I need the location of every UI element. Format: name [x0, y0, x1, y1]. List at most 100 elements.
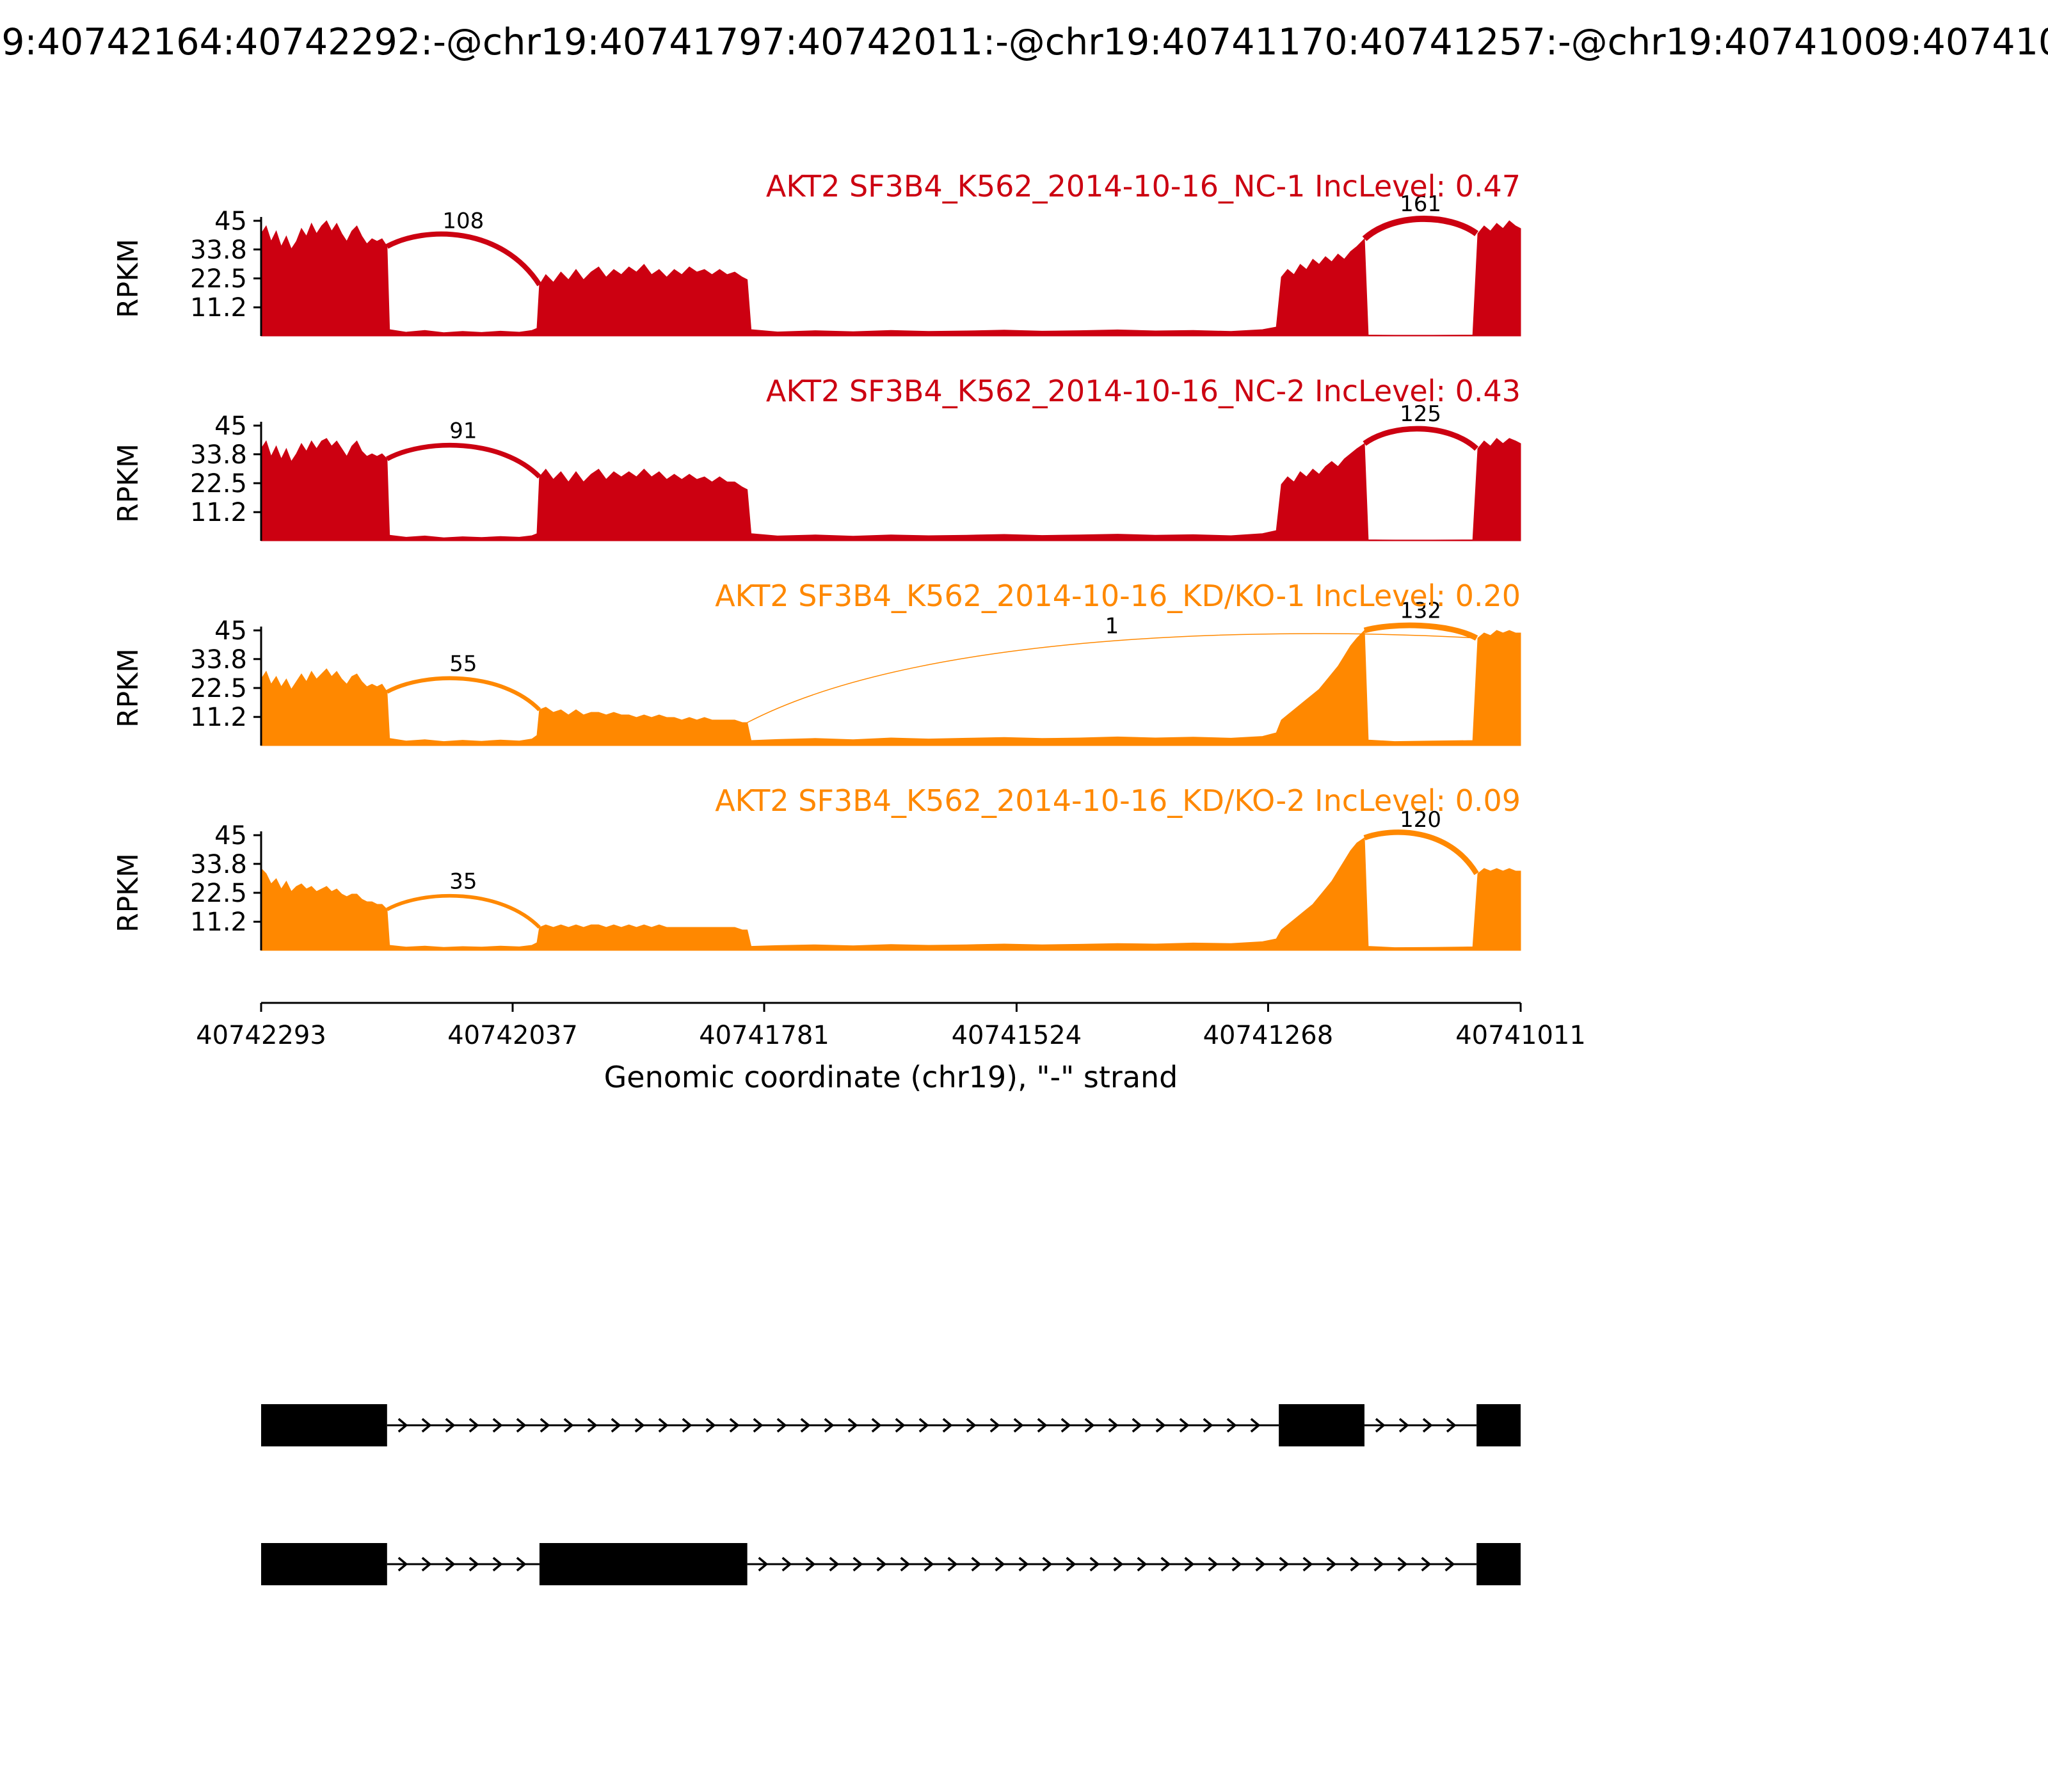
intron-arrow: [492, 1556, 503, 1572]
exon-box: [261, 1543, 387, 1585]
intron-arrow: [1398, 1418, 1409, 1433]
junction-arc: [386, 893, 541, 929]
intron-arrow: [397, 1556, 408, 1572]
intron-arrow: [705, 1418, 716, 1433]
intron-arrow: [1350, 1556, 1361, 1572]
intron-arrow: [1226, 1418, 1237, 1433]
junction-arc: [386, 676, 541, 712]
intron-arrow: [995, 1556, 1005, 1572]
x-tick-label: 40741268: [1203, 1021, 1334, 1050]
coverage-area: [260, 629, 1521, 746]
intron-arrow: [1444, 1556, 1455, 1572]
intron-arrow: [421, 1556, 432, 1572]
y-tick-label: 11.2: [190, 908, 247, 937]
event-coordinates-title: r19:40742164:40742292:-@chr19:40741797:4…: [0, 21, 2048, 63]
track-title: AKT2 SF3B4_K562_2014-10-16_NC-2 IncLevel…: [766, 374, 1521, 408]
intron-arrow: [852, 1556, 863, 1572]
intron-arrow: [1018, 1556, 1029, 1572]
y-tick-label: 45: [214, 207, 247, 236]
exon-box: [261, 1404, 387, 1446]
x-axis: 40742293 40742037 40741781 40741524 40741268…: [196, 1002, 1586, 1094]
intron-arrow: [1250, 1418, 1261, 1433]
junction-count-label: 91: [449, 419, 477, 444]
intron-arrow: [1397, 1556, 1408, 1572]
intron-arrow: [1302, 1556, 1313, 1572]
track-title: AKT2 SF3B4_K562_2014-10-16_NC-1 IncLevel…: [766, 169, 1521, 204]
intron-arrow: [900, 1556, 911, 1572]
x-tick-label: 40741011: [1455, 1021, 1586, 1050]
junction-count-label: 108: [442, 209, 484, 234]
intron-arrow: [516, 1556, 527, 1572]
junction-arc: [1363, 622, 1478, 641]
intron-arrow: [468, 1418, 479, 1433]
intron-arrow: [1084, 1418, 1095, 1433]
junction-count-label: 1: [1105, 614, 1119, 639]
track-title: AKT2 SF3B4_K562_2014-10-16_KD/KO-2 IncLe…: [715, 783, 1521, 818]
coverage-area: [260, 220, 1521, 337]
intron-arrow: [871, 1418, 882, 1433]
y-axis-label-rpkm: RPKM: [112, 444, 145, 523]
coverage-area: [260, 438, 1521, 541]
y-tick-label: 22.5: [190, 469, 247, 499]
y-tick-label: 11.2: [190, 498, 247, 527]
intron-arrow: [942, 1418, 953, 1433]
intron-arrow: [847, 1418, 858, 1433]
intron-arrow: [753, 1418, 764, 1433]
y-tick-label: 22.5: [190, 264, 247, 294]
intron-arrow: [1208, 1556, 1219, 1572]
intron-arrow: [918, 1418, 929, 1433]
junction-count-label: 125: [1400, 401, 1441, 427]
intron-arrow: [1375, 1418, 1386, 1433]
intron-arrow: [1037, 1418, 1048, 1433]
intron-arrow: [1373, 1556, 1384, 1572]
y-tick-label: 33.8: [190, 645, 247, 675]
intron-arrow: [895, 1418, 906, 1433]
intron-arrow: [1042, 1556, 1053, 1572]
intron-arrow: [1160, 1556, 1171, 1572]
y-axis-label-rpkm: RPKM: [112, 239, 145, 318]
intron-arrow: [1421, 1556, 1432, 1572]
y-tick-label: 45: [214, 616, 247, 646]
intron-arrow: [492, 1418, 503, 1433]
y-tick-label: 45: [214, 821, 247, 851]
intron-arrow: [1231, 1556, 1242, 1572]
intron-arrow: [397, 1418, 408, 1433]
x-axis-title: Genomic coordinate (chr19), "-" strand: [604, 1060, 1178, 1094]
y-tick-label: 22.5: [190, 879, 247, 908]
intron-arrow: [1255, 1556, 1266, 1572]
junction-arc: [1363, 829, 1479, 876]
x-tick-label: 40742037: [447, 1021, 578, 1050]
isoform-structure-1: [261, 1404, 1521, 1446]
intron-arrow: [445, 1556, 456, 1572]
intron-arrow: [924, 1556, 934, 1572]
junction-arc: [1362, 215, 1479, 241]
intron-arrow: [1089, 1556, 1100, 1572]
intron-arrow: [634, 1418, 645, 1433]
intron-arrow: [658, 1418, 669, 1433]
junction-count-label: 35: [449, 869, 477, 895]
intron-arrow: [966, 1418, 977, 1433]
intron-arrow: [989, 1418, 1000, 1433]
intron-arrow: [1422, 1418, 1433, 1433]
x-tick-label: 40741524: [952, 1021, 1082, 1050]
intron-arrow: [1279, 1556, 1290, 1572]
intron-arrow: [563, 1418, 574, 1433]
intron-arrow: [587, 1418, 598, 1433]
track-title: AKT2 SF3B4_K562_2014-10-16_KD/KO-1 IncLe…: [715, 579, 1521, 613]
junction-arc: [386, 442, 541, 479]
intron-arrow: [1137, 1556, 1148, 1572]
y-tick-label: 22.5: [190, 674, 247, 703]
intron-arrow: [824, 1418, 835, 1433]
intron-arrow: [1060, 1418, 1071, 1433]
y-tick-label: 33.8: [190, 236, 247, 265]
intron-arrow: [516, 1418, 527, 1433]
intron-arrow: [1108, 1418, 1119, 1433]
y-tick-label: 45: [214, 412, 247, 441]
intron-arrow: [1179, 1418, 1190, 1433]
intron-arrow: [781, 1556, 792, 1572]
y-tick-label: 11.2: [190, 293, 247, 323]
